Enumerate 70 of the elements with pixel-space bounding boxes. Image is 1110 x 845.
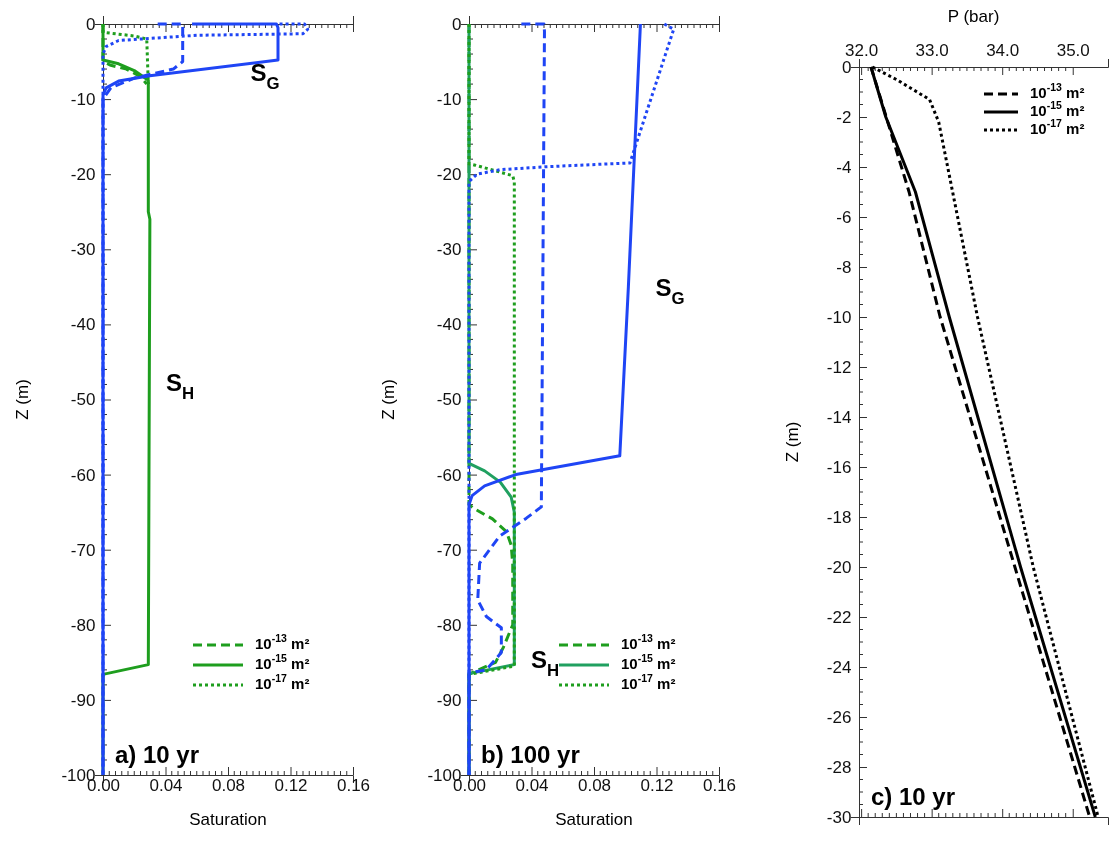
y-tick-label: -12 xyxy=(826,357,852,377)
y-tick-label: -16 xyxy=(826,457,852,477)
y-tick-label: -20 xyxy=(826,557,852,577)
x-tick-label: 0.04 xyxy=(149,776,183,796)
legend-label: 10$^{-13}$ m² xyxy=(1030,80,1085,101)
text: b) 100 yr xyxy=(481,741,580,768)
text: a) 10 yr xyxy=(115,741,200,768)
y-tick-label: -28 xyxy=(826,757,852,777)
y-tick-label: 0 xyxy=(841,57,852,77)
annotation: S$_{G}$ xyxy=(655,274,685,308)
text: c) 10 yr xyxy=(871,783,956,810)
x-axis-title: P (bar) xyxy=(947,7,1000,26)
legend-label: 10$^{-15}$ m² xyxy=(621,651,676,672)
x-tick-label: 35.0 xyxy=(1056,41,1090,60)
y-tick-label: -26 xyxy=(826,707,852,727)
y-tick-label: -30 xyxy=(436,240,462,260)
y-tick-label: -70 xyxy=(70,540,96,560)
y-tick-label: -20 xyxy=(70,165,96,185)
y-tick-label: 0 xyxy=(451,14,462,34)
x-tick-label: 0.08 xyxy=(211,776,246,796)
x-tick-label: 32.0 xyxy=(845,41,879,60)
annotation: S$_{G}$ xyxy=(250,59,280,93)
x-tick-label: 0.04 xyxy=(515,776,549,796)
legend-label: 10$^{-15}$ m² xyxy=(255,651,310,672)
y-tick-label: 0 xyxy=(85,14,96,34)
y-tick-label: -60 xyxy=(70,465,96,485)
annotation: S$_{H}$ xyxy=(165,369,195,403)
x-tick-label: 0.16 xyxy=(702,776,737,796)
y-tick-label: -40 xyxy=(436,315,462,335)
y-tick-label: -50 xyxy=(70,390,96,410)
annotation: S$_{H}$ xyxy=(530,646,560,680)
legend-label: 10$^{-17}$ m² xyxy=(1030,116,1085,137)
y-tick-label: -24 xyxy=(826,657,852,677)
y-tick-label: -50 xyxy=(436,390,462,410)
y-tick-label: -90 xyxy=(436,690,462,710)
y-tick-label: -70 xyxy=(436,540,462,560)
y-tick-label: -6 xyxy=(836,207,852,227)
y-tick-label: -2 xyxy=(836,107,852,127)
x-tick-label: 0.08 xyxy=(577,776,612,796)
y-axis-title: Z (m) xyxy=(13,379,32,420)
y-tick-label: -30 xyxy=(70,240,96,260)
y-tick-label: -90 xyxy=(70,690,96,710)
y-tick-label: -10 xyxy=(436,90,462,110)
x-tick-label: 0.12 xyxy=(640,776,674,796)
y-tick-label: -10 xyxy=(70,90,96,110)
x-tick-label: 0.12 xyxy=(274,776,308,796)
y-tick-label: -30 xyxy=(826,807,852,827)
y-tick-label: -60 xyxy=(436,465,462,485)
x-tick-label: 34.0 xyxy=(986,41,1020,60)
y-tick-label: -8 xyxy=(836,257,852,277)
y-tick-label: -10 xyxy=(826,307,852,327)
y-tick-label: -40 xyxy=(70,315,96,335)
legend-label: 10$^{-13}$ m² xyxy=(255,631,310,652)
x-tick-label: 0.16 xyxy=(336,776,371,796)
y-tick-label: -22 xyxy=(826,607,852,627)
y-tick-label: -18 xyxy=(826,507,852,527)
legend-label: 10$^{-15}$ m² xyxy=(1030,98,1085,119)
y-tick-label: -14 xyxy=(826,407,852,427)
y-axis-title: Z (m) xyxy=(379,379,398,420)
legend-label: 10$^{-17}$ m² xyxy=(621,671,676,692)
x-tick-label: 33.0 xyxy=(915,41,949,60)
y-tick-label: -80 xyxy=(70,615,96,635)
y-tick-label: -20 xyxy=(436,165,462,185)
y-tick-label: -4 xyxy=(836,157,852,177)
y-axis-title: Z (m) xyxy=(783,421,802,463)
y-tick-label: -80 xyxy=(436,615,462,635)
x-axis-title: Saturation xyxy=(189,810,267,829)
legend-label: 10$^{-17}$ m² xyxy=(255,671,310,692)
legend-label: 10$^{-13}$ m² xyxy=(621,631,676,652)
x-axis-title: Saturation xyxy=(555,810,633,829)
